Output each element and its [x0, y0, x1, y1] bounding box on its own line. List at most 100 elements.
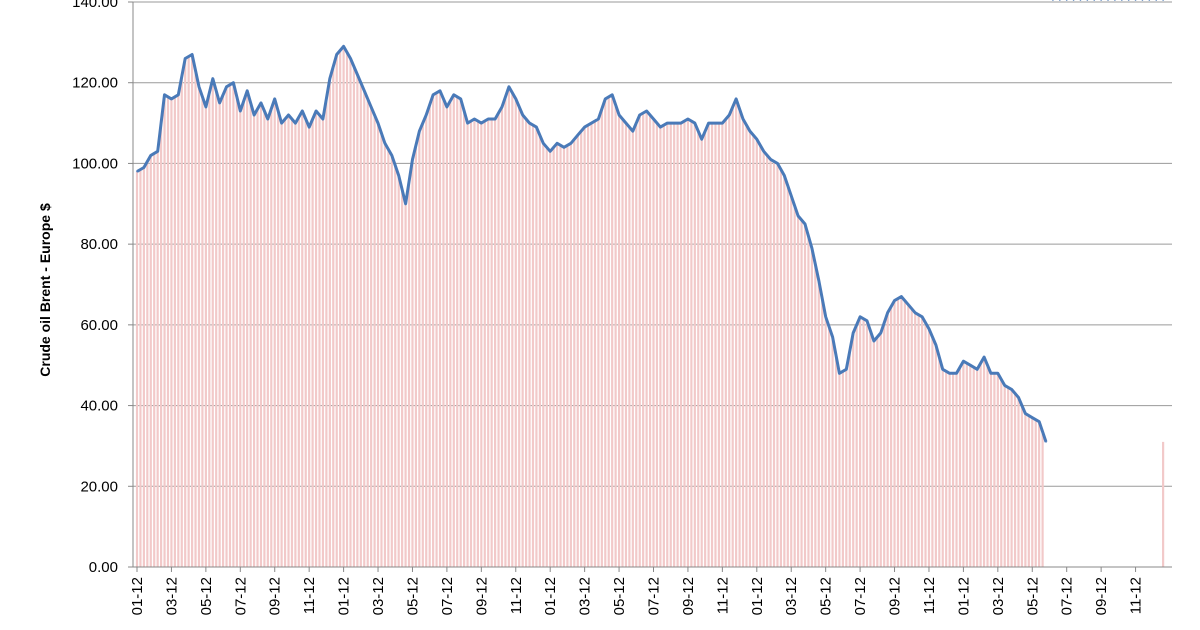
price-point	[356, 73, 359, 76]
price-bar	[287, 115, 290, 567]
price-bar	[855, 324, 858, 567]
price-point	[928, 328, 930, 330]
price-point	[1100, 0, 1102, 1]
price-point	[342, 45, 345, 48]
price-point	[742, 118, 744, 120]
price-point	[198, 85, 200, 88]
price-bar	[834, 355, 838, 567]
price-point	[528, 122, 531, 124]
x-tick-label: 03-12	[577, 577, 594, 615]
price-bar	[1003, 385, 1006, 567]
price-bar	[648, 115, 652, 567]
price-point	[1148, 0, 1151, 1]
price-bar	[277, 110, 280, 567]
price-bar	[177, 94, 180, 568]
price-point	[576, 134, 579, 136]
price-bar	[232, 82, 235, 567]
price-line	[136, 0, 1164, 443]
price-bar	[314, 110, 318, 567]
price-point	[439, 89, 441, 92]
price-bar	[566, 145, 569, 567]
y-tick-label: 0.00	[89, 559, 118, 576]
price-point	[997, 372, 999, 375]
price-point	[177, 94, 180, 96]
price-bar	[190, 54, 194, 567]
y-tick-label: 60.00	[80, 317, 118, 334]
price-point	[804, 223, 806, 225]
price-point	[900, 295, 903, 298]
price-bar	[621, 119, 624, 568]
price-bar	[308, 127, 311, 567]
price-bar	[562, 147, 566, 568]
price-point	[308, 126, 310, 128]
price-point	[604, 98, 607, 100]
price-bar	[611, 94, 614, 568]
price-bar	[607, 96, 610, 567]
price-bar	[249, 102, 252, 568]
price-point	[280, 122, 283, 124]
price-point	[969, 364, 972, 367]
price-point	[632, 130, 634, 132]
price-bar	[962, 361, 965, 567]
price-bar	[404, 203, 407, 568]
price-point	[852, 332, 855, 334]
price-bar	[941, 369, 944, 567]
price-bar	[1027, 415, 1030, 567]
price-bar	[435, 92, 438, 567]
price-bar	[690, 121, 693, 567]
price-bars	[135, 46, 1165, 568]
y-tick-label: 100.00	[72, 155, 118, 172]
x-tick-label: 09-12	[887, 577, 904, 615]
price-point	[618, 114, 620, 116]
y-tick-label: 140.00	[72, 0, 118, 11]
price-point	[948, 372, 951, 375]
price-bar	[931, 336, 934, 567]
price-point	[811, 247, 813, 249]
price-bar	[841, 371, 844, 567]
price-bar	[497, 112, 500, 567]
price-bar	[693, 123, 696, 568]
price-bar	[438, 90, 442, 568]
price-bar	[965, 363, 968, 567]
price-bar	[373, 115, 376, 567]
price-point	[459, 98, 462, 100]
price-bar	[1024, 413, 1027, 567]
price-bar	[173, 96, 176, 567]
price-bar	[604, 98, 607, 567]
price-bar	[986, 365, 989, 567]
x-tick-label: 03-12	[783, 577, 800, 615]
price-bar	[889, 306, 893, 567]
price-point	[363, 89, 366, 92]
price-point	[1086, 0, 1089, 1]
price-bar	[1013, 393, 1017, 567]
price-point	[452, 94, 455, 96]
price-bar	[273, 98, 276, 567]
price-point	[322, 118, 324, 120]
price-bar	[597, 119, 600, 568]
price-point	[721, 122, 724, 124]
price-bar	[160, 123, 163, 568]
x-tick-label: 05-12	[818, 577, 835, 615]
x-tick-label: 01-12	[749, 577, 766, 615]
price-point	[1038, 420, 1040, 423]
price-bar	[859, 316, 862, 567]
price-bar	[345, 52, 349, 568]
x-tick-label: 07-12	[232, 577, 249, 615]
price-point	[425, 114, 428, 116]
price-point	[315, 110, 317, 112]
price-point	[1031, 416, 1034, 419]
price-bar	[738, 108, 741, 568]
price-point	[687, 118, 689, 120]
price-bar	[814, 264, 817, 567]
price-bar	[917, 314, 920, 567]
price-point	[335, 53, 338, 56]
price-bar	[938, 357, 941, 567]
x-tick-label: 07-12	[646, 577, 663, 615]
price-bar	[538, 135, 541, 567]
x-tick-label: 11-12	[1128, 577, 1145, 614]
price-bar	[707, 123, 710, 568]
price-bar	[1020, 405, 1024, 567]
price-point	[990, 372, 992, 375]
price-bar	[504, 96, 507, 567]
price-bar	[824, 316, 827, 567]
